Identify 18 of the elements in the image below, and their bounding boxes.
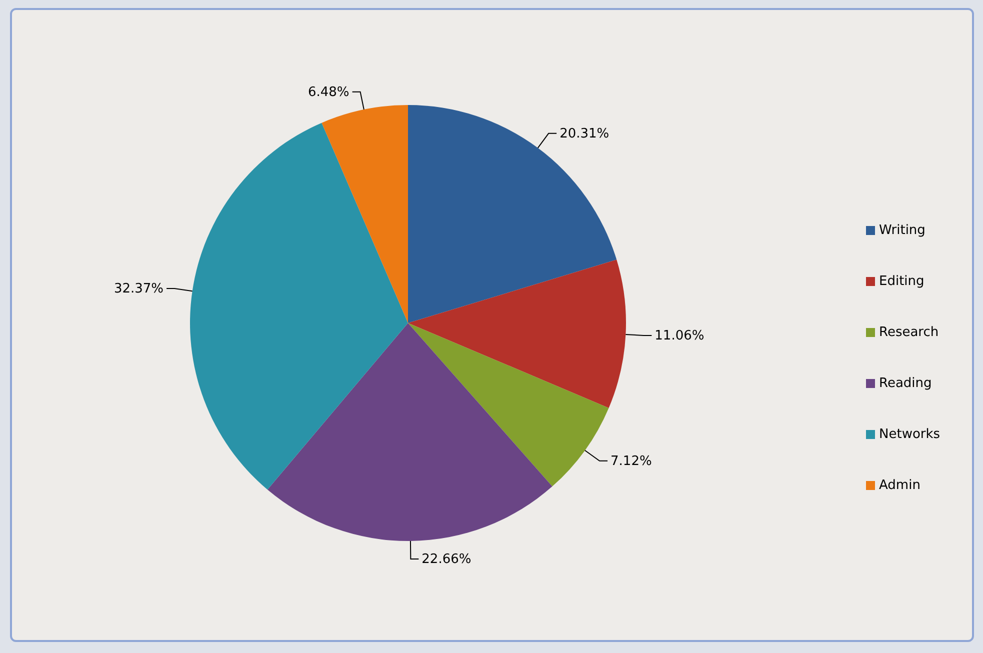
pie-slice — [322, 105, 408, 323]
data-label: 32.37% — [114, 282, 164, 296]
pie-slice — [267, 323, 552, 541]
data-label: 6.48% — [308, 84, 350, 100]
data-label: 22.66% — [422, 552, 472, 567]
legend-label: Admin — [879, 478, 920, 493]
legend-label: Networks — [879, 427, 940, 442]
pie-slice — [408, 323, 609, 486]
data-label: 11.06% — [654, 328, 704, 344]
data-label: 7.12% — [610, 454, 652, 469]
data-label: 20.31% — [560, 126, 610, 142]
legend-label: Writing — [879, 223, 926, 238]
legend-label: Research — [879, 325, 939, 340]
pie-slice — [190, 122, 408, 490]
legend-label: Editing — [879, 274, 924, 289]
pie-slice — [408, 260, 626, 408]
pie-slice — [408, 105, 617, 323]
legend-label: Reading — [879, 376, 932, 391]
